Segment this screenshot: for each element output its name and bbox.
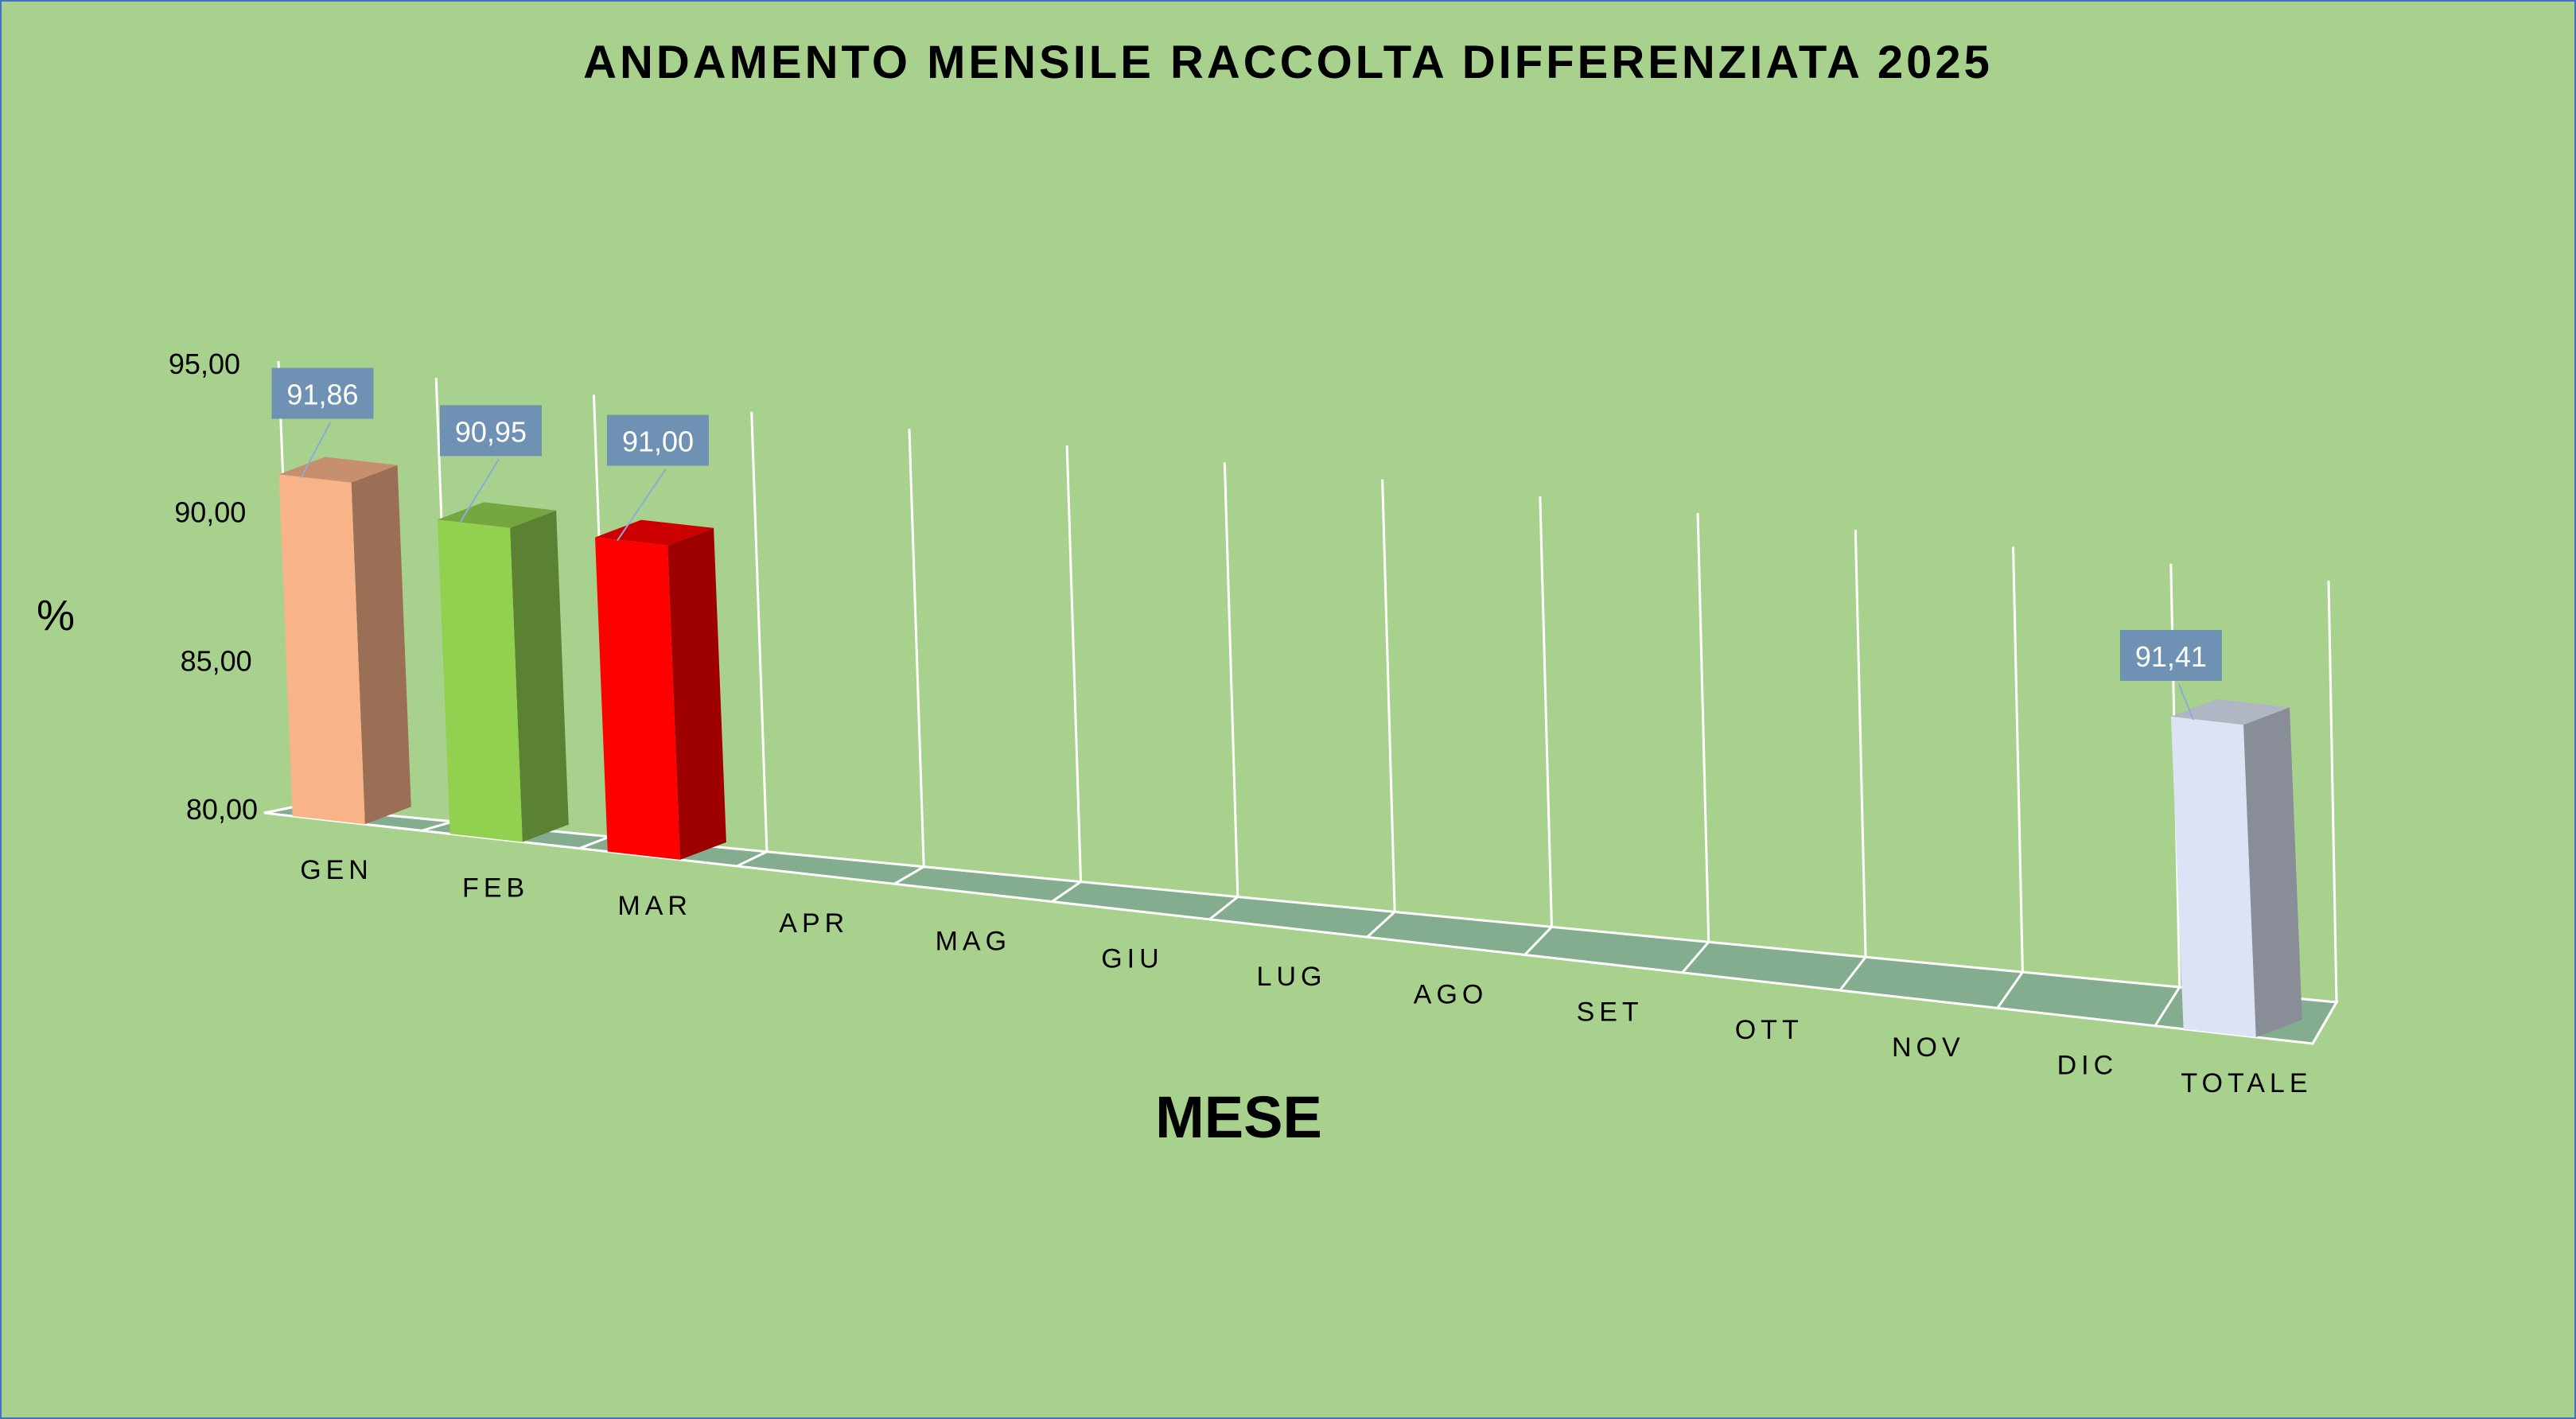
bar-mar (595, 519, 726, 860)
data-label-box (607, 414, 710, 466)
y-tick-label: 80,00 (186, 793, 258, 826)
floor-divider (578, 835, 611, 850)
x-tick-label: DIC (2057, 1051, 2119, 1081)
x-tick-label: AGO (1414, 979, 1488, 1009)
data-label-box (439, 405, 542, 457)
bar-gen (278, 457, 411, 825)
bar-front (2170, 716, 2256, 1037)
bar-side (351, 465, 411, 825)
floor-divider (2311, 1001, 2338, 1044)
data-label: 90,95 (455, 415, 527, 448)
x-tick-label: GEN (300, 855, 373, 885)
gridline (2327, 580, 2338, 1003)
y-axis-title: % (37, 592, 75, 640)
x-tick-label: GIU (1101, 944, 1163, 974)
bar-side (667, 527, 726, 860)
chart-title: ANDAMENTO MENSILE RACCOLTA DIFFERENZIATA… (583, 37, 1993, 88)
floor-divider (1996, 971, 2024, 1009)
bar-side (510, 510, 569, 842)
x-tick-label: LUG (1257, 962, 1327, 992)
bar-top (595, 519, 714, 546)
data-label-box (2119, 629, 2222, 681)
chart-floor (263, 805, 2339, 1045)
bar-top (2170, 698, 2290, 725)
x-tick-label: MAR (617, 891, 692, 921)
floor-divider (736, 850, 768, 868)
x-tick-label: NOV (1892, 1032, 1965, 1063)
floor-divider (1208, 896, 1239, 921)
x-tick-label: OTT (1735, 1015, 1804, 1045)
x-axis-ticks: GEN FEB MAR APR MAG GIU LUG AGO SET OTT NOV DIC TOTA… (300, 855, 2312, 1098)
chart-bars (278, 457, 2302, 1037)
data-label: 91,86 (286, 379, 358, 411)
floor-divider (1523, 926, 1553, 956)
chart-data-labels: 91,86 90,95 91,00 91,41 (271, 367, 2222, 721)
y-tick-label: 90,00 (174, 496, 246, 529)
bar-front (437, 519, 523, 842)
x-axis-title: MESE (1155, 1084, 1322, 1150)
gridline (1223, 462, 1239, 897)
data-label-leader (300, 422, 332, 478)
x-tick-label: FEB (462, 873, 529, 903)
y-tick-label: 95,00 (169, 348, 240, 380)
data-label: 91,41 (2135, 640, 2207, 673)
floor-divider (1051, 881, 1082, 903)
gridline (1854, 530, 1867, 958)
gridline (908, 428, 925, 867)
floor-divider (1839, 956, 1867, 991)
bar-feb (437, 502, 569, 842)
floor-divider (1366, 911, 1396, 939)
x-tick-label: TOTALE (2181, 1068, 2312, 1098)
floor-divider (263, 805, 297, 814)
x-tick-label: APR (779, 908, 849, 939)
data-label-box (271, 367, 374, 419)
gridline (1539, 496, 1553, 927)
bar-side (2243, 707, 2302, 1037)
gridline (1065, 445, 1083, 882)
bar-front (595, 537, 680, 860)
floor-divider (893, 865, 924, 885)
data-label-leader (2177, 683, 2194, 721)
data-label: 91,00 (622, 426, 694, 458)
gridline (750, 411, 769, 852)
bar-totale (2170, 698, 2302, 1037)
y-axis-ticks: 80,00 85,00 90,00 95,00 (169, 348, 258, 826)
bar-top (437, 502, 557, 528)
floor-divider (421, 820, 453, 832)
bar-front (278, 474, 365, 825)
data-label-leader (459, 458, 500, 523)
gridline (1696, 513, 1710, 943)
x-tick-label: SET (1577, 997, 1644, 1028)
floor-divider (1681, 941, 1710, 974)
gridline (2012, 546, 2024, 973)
data-label-leader (617, 468, 667, 542)
gridline (1381, 479, 1396, 912)
floor-plane (263, 805, 2339, 1045)
x-tick-label: MAG (936, 926, 1011, 956)
y-tick-label: 85,00 (181, 644, 252, 677)
floor-divider (2154, 986, 2181, 1027)
